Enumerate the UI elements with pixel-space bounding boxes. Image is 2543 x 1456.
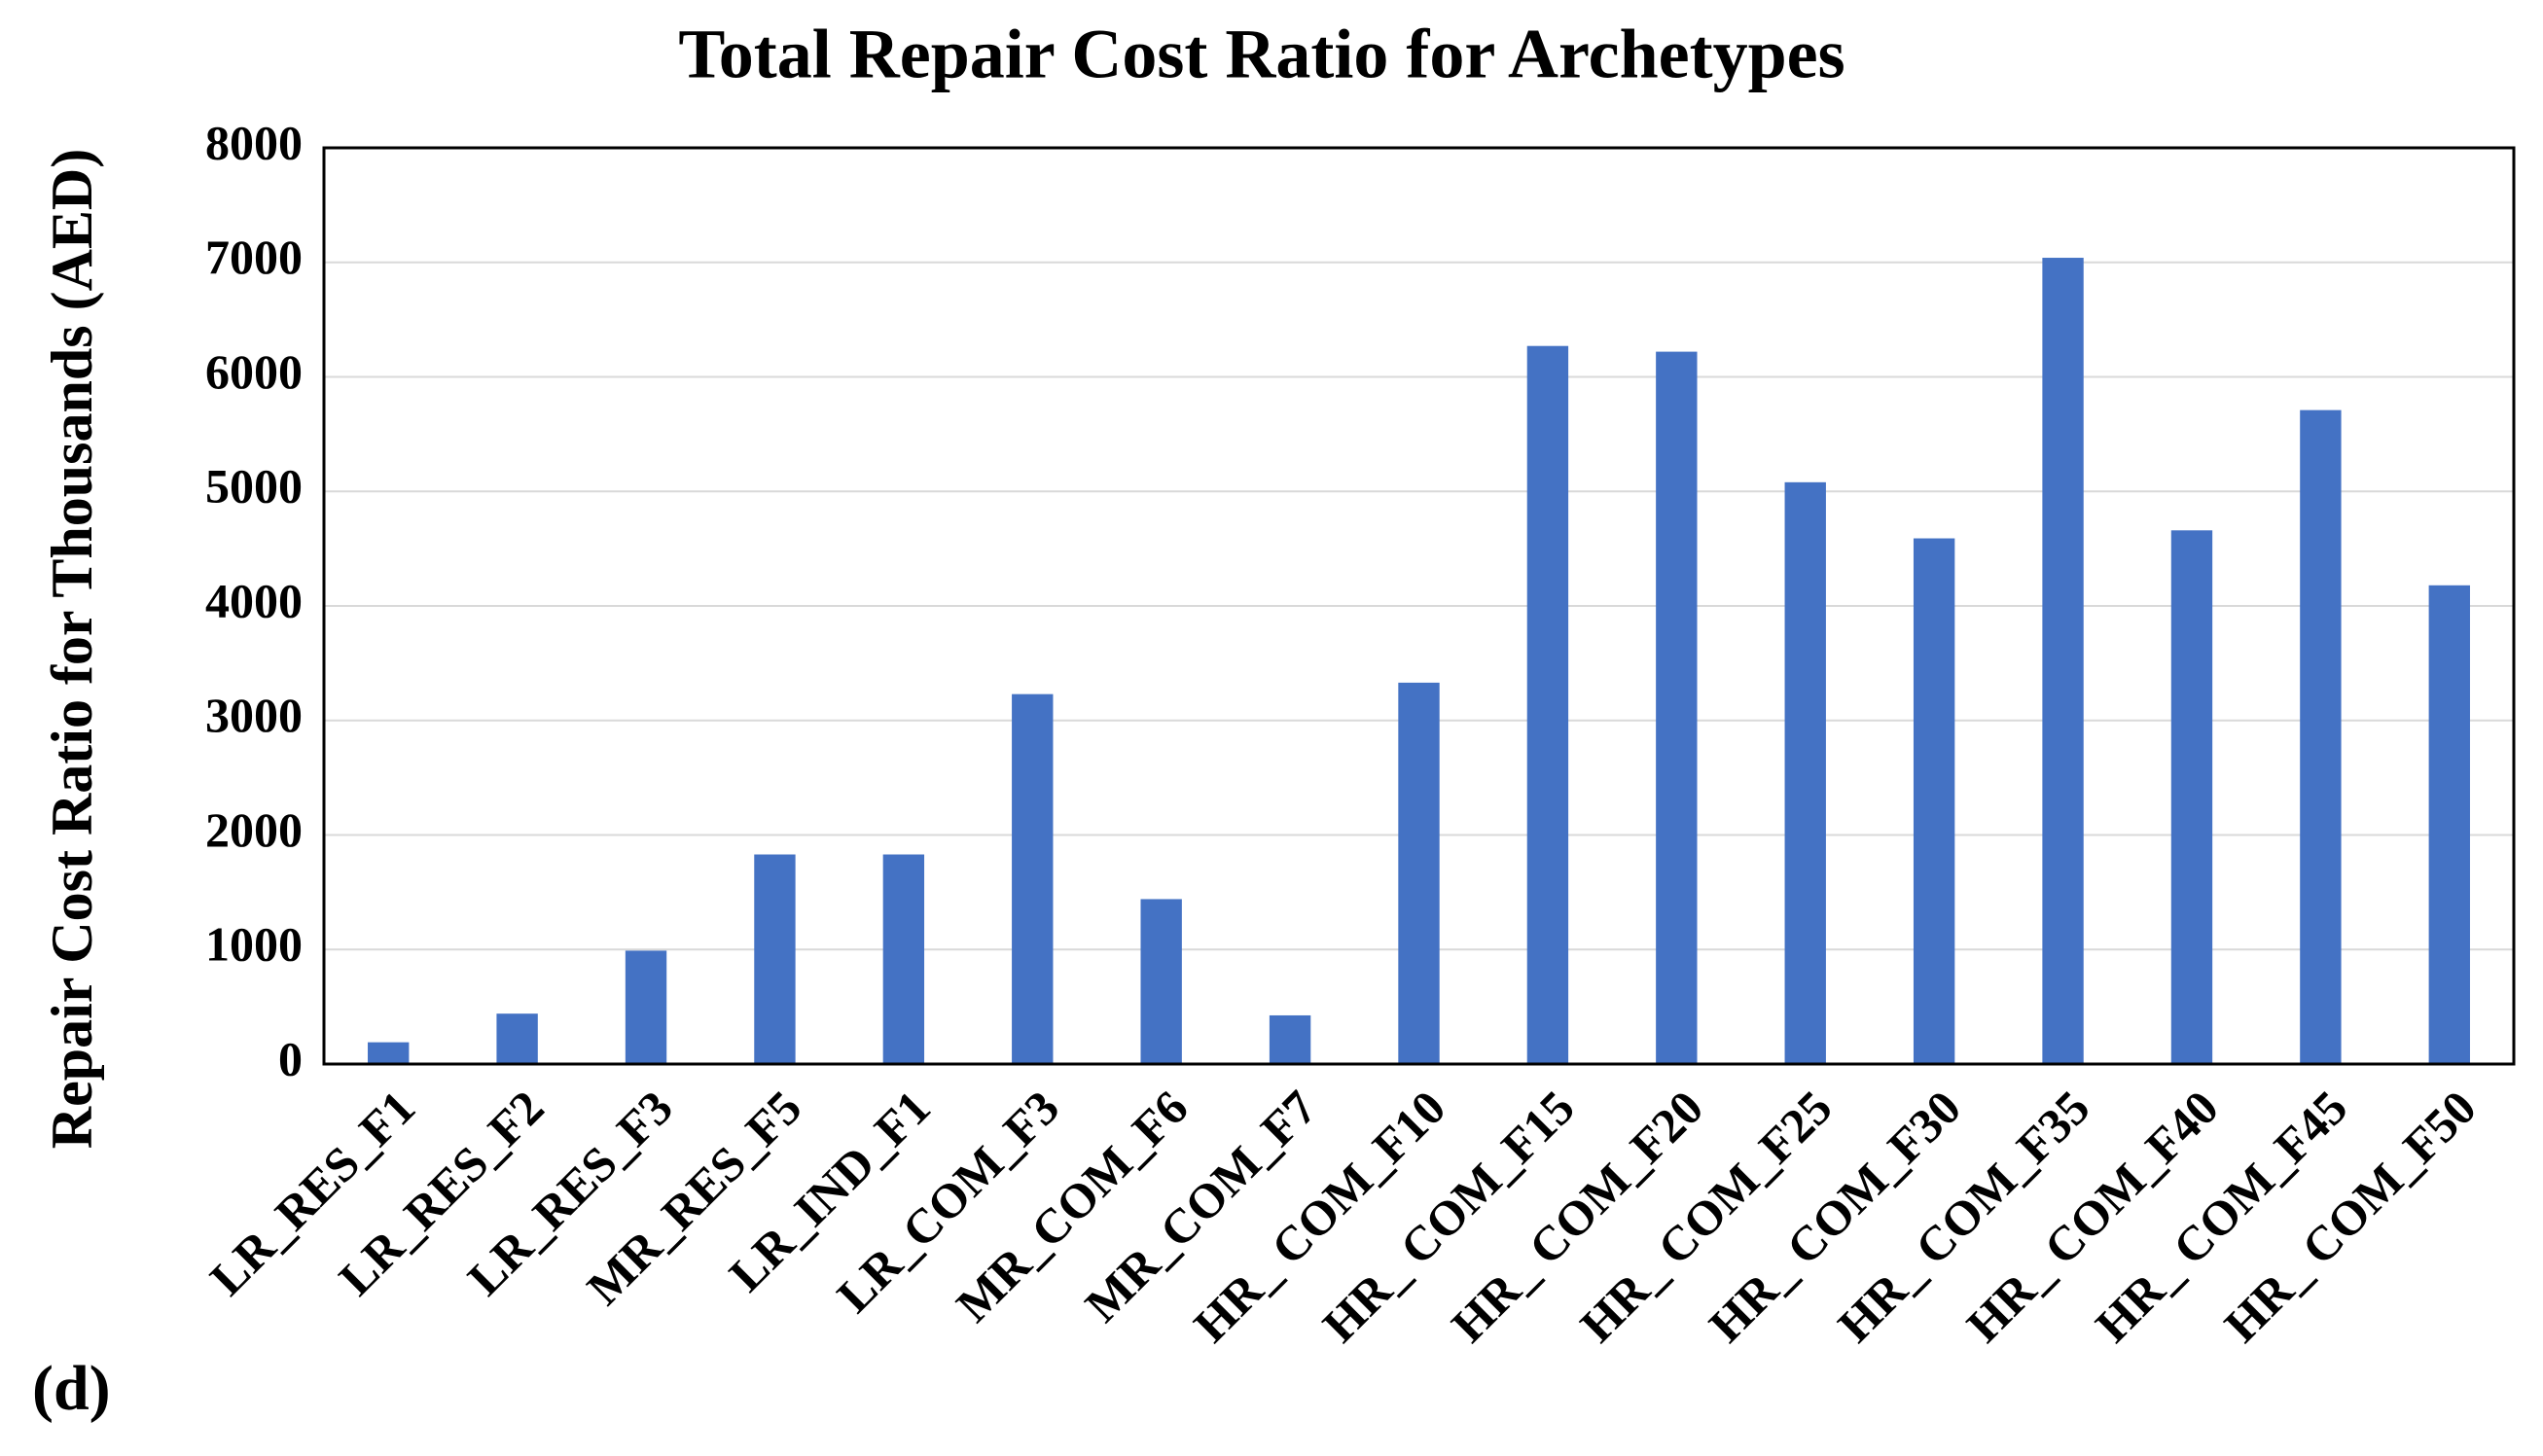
y-tick-label: 3000 [205,688,303,742]
y-tick-label: 0 [278,1031,303,1085]
y-tick-label: 2000 [205,802,303,857]
bar [1913,538,1955,1064]
bar [2170,530,2213,1064]
bar [1656,351,1698,1065]
y-tick-label: 8000 [205,115,303,169]
bar [1398,682,1440,1064]
bar [2300,409,2342,1065]
bar [882,854,925,1064]
y-tick-label: 1000 [205,917,303,972]
bar [2428,585,2470,1064]
bar [625,950,667,1064]
bar [1140,899,1182,1064]
bar [754,854,796,1064]
bar [1012,693,1054,1064]
y-axis-label: Repair Cost Ratio for Thousands (AED) [40,149,104,1149]
bar [1269,1014,1311,1064]
y-tick-label: 7000 [205,230,303,284]
plot-border [322,146,2516,1066]
bar [1784,481,1826,1065]
bar [1526,345,1569,1064]
y-tick-label: 4000 [205,573,303,627]
bar [2042,258,2084,1064]
bar [368,1042,410,1064]
y-tick-label: 5000 [205,459,303,514]
y-tick-label: 6000 [205,344,303,399]
panel-label: (d) [32,1353,111,1424]
chart-title: Total Repair Cost Ratio for Archetypes [678,16,1845,93]
bar [496,1013,538,1064]
